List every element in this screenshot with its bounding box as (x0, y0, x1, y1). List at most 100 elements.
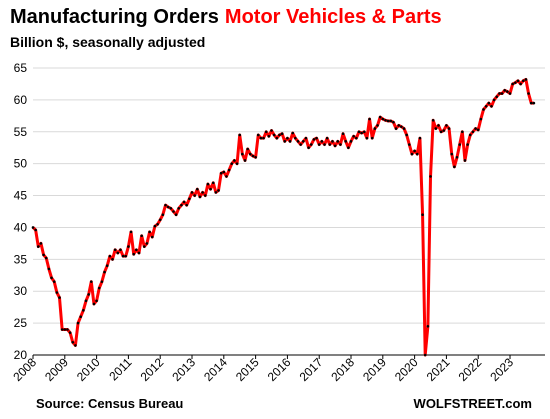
data-point (172, 210, 175, 213)
data-point (294, 136, 297, 140)
x-tick-label: 2014 (201, 355, 230, 384)
data-point (251, 154, 255, 158)
data-point (291, 131, 295, 135)
data-point (418, 136, 422, 140)
y-tick-label: 25 (14, 316, 28, 330)
x-tick-label: 2017 (297, 355, 326, 384)
data-point (453, 165, 456, 169)
data-point (108, 254, 112, 258)
data-point (386, 119, 390, 123)
data-point (100, 280, 104, 283)
data-point (368, 117, 371, 121)
data-point (423, 353, 427, 357)
data-point (214, 191, 218, 194)
data-point (312, 138, 316, 141)
data-point (272, 133, 276, 137)
data-point (304, 136, 308, 140)
data-point (222, 170, 226, 174)
data-point (532, 101, 536, 105)
data-point (79, 315, 82, 319)
data-point (394, 127, 398, 130)
data-point (474, 127, 477, 130)
data-point (511, 82, 514, 86)
data-point (508, 92, 512, 95)
data-point (105, 264, 109, 268)
data-point (137, 251, 141, 255)
data-point (315, 136, 318, 140)
x-tick-label: 2020 (392, 355, 421, 384)
data-point (370, 136, 374, 140)
data-point (437, 124, 440, 127)
data-point (349, 140, 353, 143)
data-point (458, 143, 461, 146)
data-point (74, 344, 77, 347)
grid-lines (33, 67, 545, 356)
data-point (341, 132, 345, 135)
y-tick-label: 20 (14, 348, 28, 362)
y-tick-label: 30 (14, 284, 28, 298)
data-point (413, 149, 416, 153)
data-point (31, 226, 35, 229)
data-point (527, 92, 530, 95)
data-point (431, 119, 435, 122)
data-point (174, 213, 178, 216)
data-point (355, 136, 358, 140)
watermark-text: WOLFSTREET.com (413, 396, 532, 411)
data-point (506, 90, 509, 93)
data-point (76, 321, 80, 325)
data-point (468, 133, 472, 137)
data-point (344, 140, 348, 143)
data-point (365, 136, 369, 140)
data-point (246, 147, 249, 151)
data-point (466, 143, 469, 146)
data-point (116, 251, 120, 255)
data-point (286, 136, 289, 140)
series-layer (31, 77, 536, 357)
data-point (389, 119, 393, 123)
data-point (333, 144, 337, 148)
x-tick-label: 2012 (138, 355, 167, 384)
data-point (169, 207, 173, 210)
data-point (320, 140, 324, 143)
data-point (241, 152, 244, 156)
data-point (426, 325, 430, 328)
data-point (415, 152, 419, 156)
x-axis-ticks: 2008 2009 2010 2011 2012 2013 2014 2015 2016 2017… (10, 354, 545, 384)
x-tick-label: 2011 (106, 355, 134, 383)
data-point (288, 140, 292, 143)
data-point (153, 224, 157, 228)
data-point (185, 203, 188, 207)
data-point (111, 258, 114, 261)
data-point (95, 299, 98, 303)
data-point (113, 248, 117, 252)
data-point (503, 89, 507, 92)
data-point (140, 234, 143, 238)
data-point (325, 136, 329, 140)
data-point (188, 197, 191, 201)
data-point (203, 194, 207, 197)
x-tick-label: 2009 (42, 355, 71, 384)
data-point (84, 299, 88, 303)
data-point (471, 130, 475, 134)
data-point (447, 127, 451, 130)
data-point (119, 248, 122, 252)
data-point (227, 168, 231, 172)
data-point (156, 222, 159, 226)
data-point (392, 120, 395, 124)
data-point (89, 280, 93, 283)
x-tick-label: 2010 (74, 355, 103, 384)
data-point (461, 130, 464, 134)
data-point (129, 230, 133, 234)
data-point (166, 205, 170, 209)
data-point (500, 92, 504, 95)
data-point (225, 175, 228, 178)
data-point (150, 235, 154, 239)
data-point (455, 155, 459, 159)
data-point (47, 267, 51, 271)
data-point (233, 159, 236, 162)
data-point (352, 134, 355, 138)
data-point (482, 108, 485, 111)
data-point (37, 245, 40, 248)
data-point (278, 133, 281, 137)
